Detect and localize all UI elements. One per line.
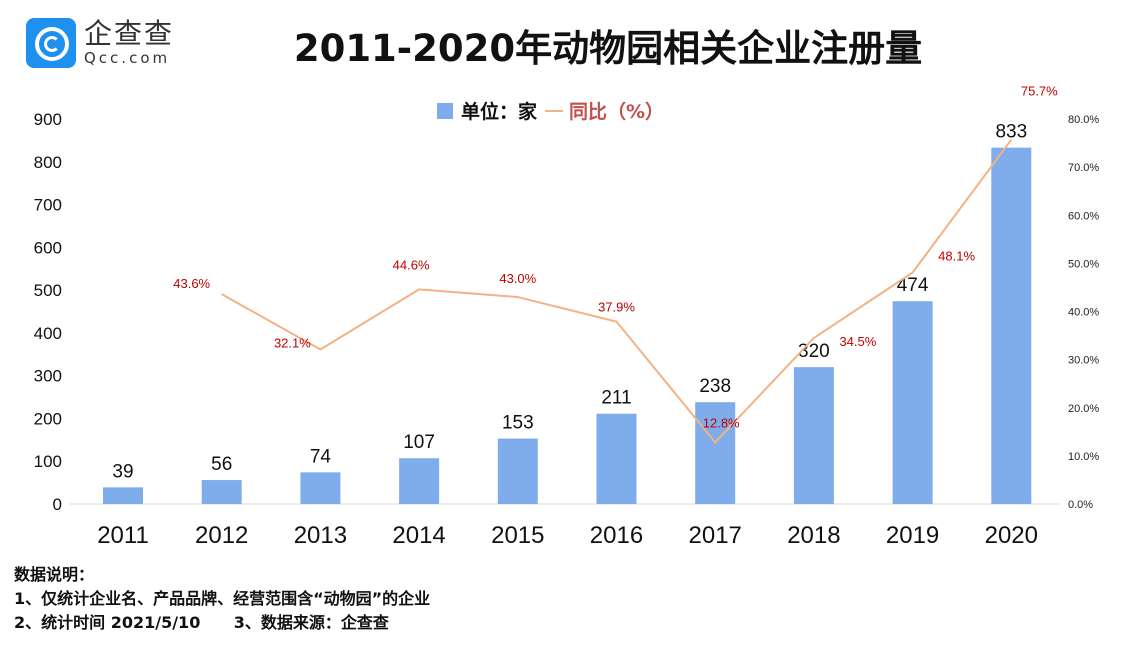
x-axis-tick: 2019 (886, 522, 939, 549)
bar-value-label: 56 (211, 454, 232, 475)
bar (103, 487, 143, 504)
left-axis-tick: 400 (34, 324, 62, 343)
bar (892, 301, 933, 504)
chart-title: 2011-2020年动物园相关企业注册量 (293, 27, 923, 70)
left-axis-tick: 300 (34, 367, 62, 386)
bar-value-label: 153 (502, 413, 534, 434)
right-axis-tick: 40.0% (1068, 307, 1099, 319)
qcc-logo-icon (26, 18, 76, 68)
notes-line-2: 2、统计时间 2021/5/10 3、数据来源：企查查 (14, 613, 389, 632)
bar-value-label: 474 (897, 275, 929, 296)
left-axis-tick: 900 (34, 110, 62, 129)
line-value-label: 12.8% (703, 415, 740, 430)
x-axis-tick: 2014 (392, 522, 445, 549)
data-notes: 数据说明： 1、仅统计企业名、产品品牌、经营范围含“动物园”的企业 2、统计时间… (14, 563, 430, 635)
bar-value-label: 238 (699, 376, 731, 397)
x-axis-tick: 2020 (985, 522, 1038, 549)
bar (596, 413, 637, 504)
bar-value-label: 39 (112, 461, 133, 482)
qcc-logo: 企查查 Qcc.com (26, 18, 174, 68)
line-value-label: 37.9% (598, 300, 635, 315)
x-axis-tick: 2016 (590, 522, 643, 549)
right-axis-tick: 20.0% (1068, 403, 1099, 415)
bar (695, 402, 736, 504)
line-value-label: 75.7% (1021, 84, 1058, 99)
right-axis-tick: 70.0% (1068, 162, 1099, 174)
x-axis-tick: 2017 (689, 522, 742, 549)
left-axis-tick: 100 (34, 452, 62, 471)
logo-cn-text: 企查查 (84, 17, 175, 50)
left-axis-tick: 800 (34, 153, 62, 172)
bar-value-label: 74 (310, 446, 332, 467)
right-axis-tick: 50.0% (1068, 258, 1099, 270)
legend-line-label: 同比（%） (569, 101, 665, 123)
right-axis-tick: 0.0% (1068, 499, 1093, 511)
x-axis-tick: 2013 (294, 522, 347, 549)
x-axis-tick: 2018 (787, 522, 840, 549)
bar-value-label: 320 (798, 341, 830, 362)
yoy-line (221, 139, 1013, 444)
line-value-label: 48.1% (938, 249, 975, 264)
line-value-label: 34.5% (839, 334, 876, 349)
notes-line-1: 1、仅统计企业名、产品品牌、经营范围含“动物园”的企业 (14, 589, 431, 608)
x-axis-tick: 2012 (195, 522, 248, 549)
legend: 单位：家 同比（%） (437, 97, 664, 124)
bar (399, 458, 440, 504)
bar (793, 367, 834, 504)
line-value-label: 43.6% (173, 276, 210, 291)
bar-value-label: 211 (601, 388, 631, 409)
left-axis-tick: 200 (34, 409, 62, 428)
x-axis-tick: 2011 (97, 522, 149, 549)
bar (991, 147, 1032, 504)
line-value-label: 32.1% (274, 336, 311, 351)
right-axis-tick: 30.0% (1068, 355, 1099, 367)
x-axis-tick: 2015 (491, 522, 544, 549)
logo-en-text: Qcc.com (84, 49, 171, 67)
line-value-label: 44.6% (393, 257, 430, 272)
bar-value-label: 107 (403, 432, 435, 453)
left-axis-tick: 0 (53, 495, 62, 514)
right-axis-tick: 80.0% (1068, 114, 1099, 126)
bar (497, 438, 538, 504)
left-axis-tick: 600 (34, 238, 62, 257)
left-axis-tick: 700 (34, 196, 62, 215)
left-axis-tick: 500 (34, 281, 62, 300)
right-axis-tick: 60.0% (1068, 210, 1099, 222)
legend-bar-label: 单位：家 (461, 101, 538, 123)
bar-value-label: 833 (995, 122, 1027, 143)
notes-heading: 数据说明： (14, 565, 95, 584)
right-axis-tick: 10.0% (1068, 451, 1099, 463)
bar (201, 480, 242, 504)
legend-line-swatch (545, 109, 564, 112)
line-value-label: 43.0% (499, 271, 536, 286)
legend-bar-swatch (437, 102, 453, 119)
bar (300, 472, 341, 504)
